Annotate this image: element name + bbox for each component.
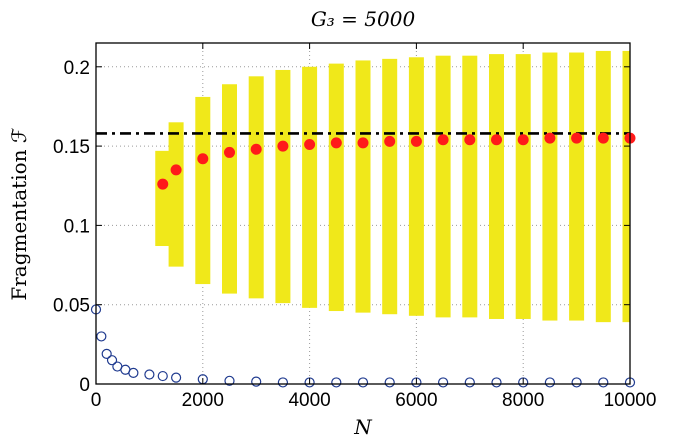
y-tick-label: 0.1 bbox=[64, 216, 90, 237]
y-tick-label: 0 bbox=[79, 375, 90, 396]
range-bar bbox=[462, 55, 478, 318]
open-point bbox=[518, 377, 529, 388]
open-point bbox=[331, 377, 342, 388]
open-point bbox=[598, 377, 609, 388]
open-point bbox=[96, 331, 107, 342]
x-tick-label: 10000 bbox=[604, 390, 657, 411]
range-bar bbox=[515, 54, 531, 319]
open-point bbox=[277, 377, 288, 388]
mean-point bbox=[384, 135, 396, 147]
open-point bbox=[144, 369, 155, 380]
x-tick-label: 0 bbox=[91, 390, 102, 411]
x-axis-label: N bbox=[353, 415, 373, 439]
mean-point bbox=[277, 140, 289, 152]
open-point bbox=[571, 377, 582, 388]
range-bar bbox=[302, 66, 318, 308]
y-tick-label: 0.15 bbox=[53, 137, 90, 158]
range-bar bbox=[328, 63, 344, 312]
open-point bbox=[157, 370, 168, 382]
range-bar bbox=[622, 50, 630, 323]
tick-labels-layer: 0 2000 4000 6000 8000 10000 0 0.05 0.1 0.15 0.2 bbox=[53, 58, 656, 411]
range-bar bbox=[168, 122, 184, 267]
open-point bbox=[384, 377, 395, 388]
open-point bbox=[128, 367, 139, 378]
range-bar bbox=[408, 57, 424, 316]
range-bar bbox=[435, 55, 451, 318]
range-bar bbox=[248, 76, 264, 299]
mean-point bbox=[464, 134, 476, 146]
range-bar bbox=[155, 150, 171, 247]
open-point bbox=[101, 348, 112, 359]
y-axis-label: Fragmentation ℱ bbox=[7, 127, 31, 301]
mean-point bbox=[437, 134, 449, 146]
mean-point bbox=[571, 132, 583, 144]
x-tick-label: 2000 bbox=[182, 390, 224, 411]
mean-point bbox=[491, 134, 502, 146]
mean-point bbox=[544, 132, 556, 144]
open-point bbox=[224, 375, 235, 386]
open-point bbox=[491, 377, 502, 388]
range-bar bbox=[222, 84, 237, 294]
range-bar bbox=[275, 69, 291, 304]
mean-point bbox=[357, 137, 369, 149]
mean-point bbox=[330, 137, 342, 149]
mean-point bbox=[250, 143, 262, 155]
open-point bbox=[411, 377, 422, 388]
mean-point bbox=[224, 146, 235, 158]
range-bar bbox=[595, 50, 611, 323]
mean-point bbox=[597, 132, 609, 144]
mean-point bbox=[157, 178, 169, 190]
y-tick-label: 0.2 bbox=[64, 58, 90, 79]
mean-point bbox=[304, 139, 316, 151]
range-bar bbox=[355, 60, 371, 313]
open-point bbox=[171, 372, 182, 383]
mean-point bbox=[170, 164, 182, 176]
open-point bbox=[438, 377, 449, 388]
x-tick-label: 4000 bbox=[288, 390, 330, 411]
mean-point bbox=[410, 135, 422, 147]
open-point bbox=[106, 355, 118, 366]
range-bars-layer bbox=[155, 50, 630, 323]
range-bar bbox=[542, 52, 558, 321]
range-bar bbox=[382, 58, 398, 315]
range-bar bbox=[569, 52, 585, 321]
open-point bbox=[304, 377, 315, 388]
axes-layer bbox=[95, 42, 631, 385]
open-point bbox=[544, 377, 556, 388]
open-point bbox=[251, 376, 262, 387]
x-tick-label: 8000 bbox=[502, 390, 544, 411]
mean-point bbox=[517, 134, 529, 146]
chart-title: G₃ = 5000 bbox=[311, 7, 416, 31]
y-tick-label: 0.05 bbox=[53, 296, 90, 317]
x-tick-label: 6000 bbox=[395, 390, 437, 411]
range-bar bbox=[489, 54, 504, 319]
open-point bbox=[464, 377, 475, 388]
axes-frame bbox=[95, 42, 631, 385]
open-point bbox=[357, 377, 369, 388]
mean-point bbox=[197, 153, 209, 165]
range-bar bbox=[195, 96, 211, 285]
